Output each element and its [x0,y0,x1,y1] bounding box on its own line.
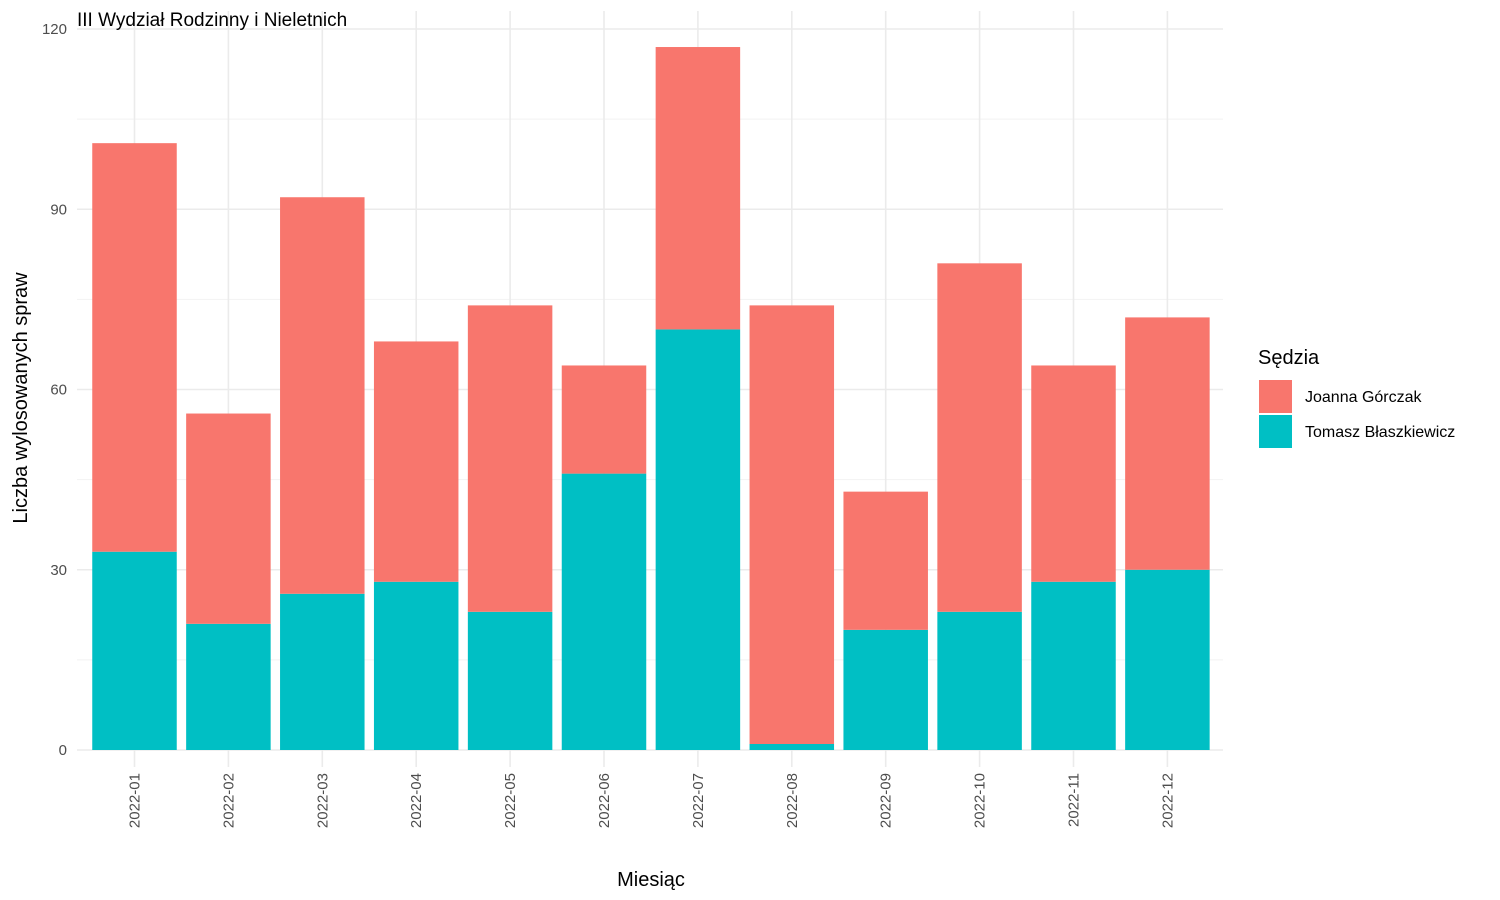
x-tick-label: 2022-12 [1159,773,1176,828]
bar-2022-05-series-1 [467,305,553,612]
bar-2022-07-series-1 [655,47,741,330]
x-tick-label: 2022-03 [314,773,331,828]
legend-title: Sędzia [1258,347,1320,369]
x-axis-ticks: 2022-01 2022-02 2022-03 2022-04 2022-05 2022-… [127,773,1177,828]
y-axis-title: Liczba wylosowanych spraw [10,272,32,524]
bar-2022-09-series-1 [843,491,928,630]
bar-2022-05-series-0 [467,611,553,750]
legend-entry-label: Tomasz Błaszkiewicz [1305,424,1455,441]
y-tick-label: 60 [50,382,67,399]
x-tick-label: 2022-08 [784,773,801,828]
legend: Sędzia Joanna Górczak Tomasz Błaszkiewicz [1258,347,1455,448]
chart-title: III Wydział Rodzinny i Nieletnich [77,10,347,31]
bar-2022-12-series-1 [1125,317,1210,570]
bar-2022-06-series-0 [561,473,647,750]
x-tick-label: 2022-02 [220,773,237,828]
x-axis-title: Miesiąc [617,869,685,891]
bar-2022-02-series-1 [186,413,271,624]
bar-2022-06-series-1 [561,365,647,474]
y-axis-ticks: 0 30 60 90 120 [42,21,67,759]
bar-2022-03-series-1 [280,197,365,594]
bar-2022-10-series-1 [937,263,1022,612]
bar-2022-08-series-0 [749,743,835,750]
legend-key-swatch [1259,415,1292,448]
bar-2022-01-series-1 [92,143,177,552]
bar-2022-10-series-0 [937,611,1022,750]
bar-2022-12-series-0 [1125,569,1210,750]
bar-2022-02-series-0 [186,623,271,750]
bars [92,47,1210,750]
y-tick-label: 90 [50,201,67,218]
x-tick-label: 2022-01 [127,773,144,828]
x-tick-label: 2022-07 [690,773,707,828]
bar-2022-07-series-0 [655,329,741,750]
y-tick-label: 30 [50,562,67,579]
x-tick-label: 2022-09 [878,773,895,828]
bar-2022-01-series-0 [92,551,177,750]
bar-2022-08-series-1 [749,305,835,744]
x-tick-label: 2022-04 [408,773,425,828]
x-tick-label: 2022-11 [1066,773,1083,827]
x-tick-label: 2022-05 [502,773,519,828]
y-tick-label: 0 [59,742,67,759]
bar-2022-11-series-1 [1031,365,1116,582]
bar-2022-11-series-0 [1031,581,1116,750]
bar-2022-04-series-1 [373,341,459,582]
bar-2022-09-series-0 [843,629,928,750]
legend-entry-label: Joanna Górczak [1305,389,1423,406]
bar-2022-04-series-0 [373,581,459,750]
legend-key-swatch [1259,380,1292,413]
y-tick-label: 120 [42,21,67,38]
x-tick-label: 2022-10 [972,773,989,828]
x-tick-label: 2022-06 [596,773,613,828]
bar-2022-03-series-0 [280,593,365,750]
